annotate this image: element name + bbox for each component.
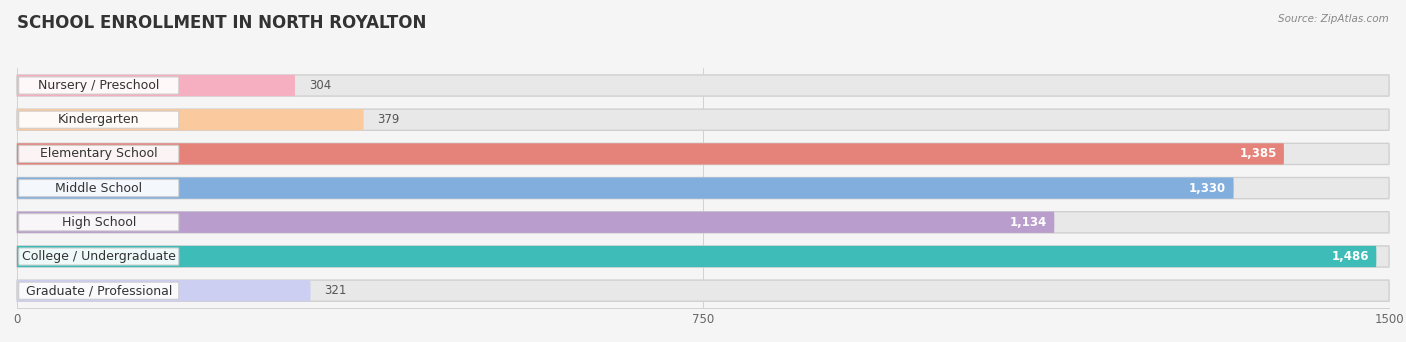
- Text: 1,330: 1,330: [1189, 182, 1226, 195]
- Text: Graduate / Professional: Graduate / Professional: [25, 284, 172, 297]
- FancyBboxPatch shape: [18, 145, 179, 162]
- FancyBboxPatch shape: [17, 177, 1233, 199]
- FancyBboxPatch shape: [17, 143, 1284, 165]
- FancyBboxPatch shape: [18, 282, 179, 299]
- FancyBboxPatch shape: [17, 109, 364, 130]
- FancyBboxPatch shape: [18, 248, 179, 265]
- Text: Source: ZipAtlas.com: Source: ZipAtlas.com: [1278, 14, 1389, 24]
- Text: Middle School: Middle School: [55, 182, 142, 195]
- Text: SCHOOL ENROLLMENT IN NORTH ROYALTON: SCHOOL ENROLLMENT IN NORTH ROYALTON: [17, 14, 426, 32]
- FancyBboxPatch shape: [18, 180, 179, 197]
- Text: 321: 321: [325, 284, 347, 297]
- FancyBboxPatch shape: [17, 109, 1389, 130]
- FancyBboxPatch shape: [18, 214, 179, 231]
- FancyBboxPatch shape: [17, 177, 1389, 199]
- FancyBboxPatch shape: [17, 212, 1054, 233]
- Text: 1,486: 1,486: [1331, 250, 1369, 263]
- Text: Nursery / Preschool: Nursery / Preschool: [38, 79, 159, 92]
- FancyBboxPatch shape: [17, 280, 1389, 301]
- FancyBboxPatch shape: [17, 75, 1389, 96]
- FancyBboxPatch shape: [17, 280, 311, 301]
- FancyBboxPatch shape: [17, 143, 1389, 165]
- FancyBboxPatch shape: [17, 75, 295, 96]
- Text: 1,134: 1,134: [1010, 216, 1047, 229]
- FancyBboxPatch shape: [18, 77, 179, 94]
- Text: 304: 304: [309, 79, 330, 92]
- FancyBboxPatch shape: [17, 212, 1389, 233]
- Text: 379: 379: [377, 113, 399, 126]
- Text: 1,385: 1,385: [1239, 147, 1277, 160]
- Text: Elementary School: Elementary School: [39, 147, 157, 160]
- Text: College / Undergraduate: College / Undergraduate: [22, 250, 176, 263]
- FancyBboxPatch shape: [17, 246, 1389, 267]
- FancyBboxPatch shape: [17, 246, 1376, 267]
- Text: Kindergarten: Kindergarten: [58, 113, 139, 126]
- Text: High School: High School: [62, 216, 136, 229]
- FancyBboxPatch shape: [18, 111, 179, 128]
